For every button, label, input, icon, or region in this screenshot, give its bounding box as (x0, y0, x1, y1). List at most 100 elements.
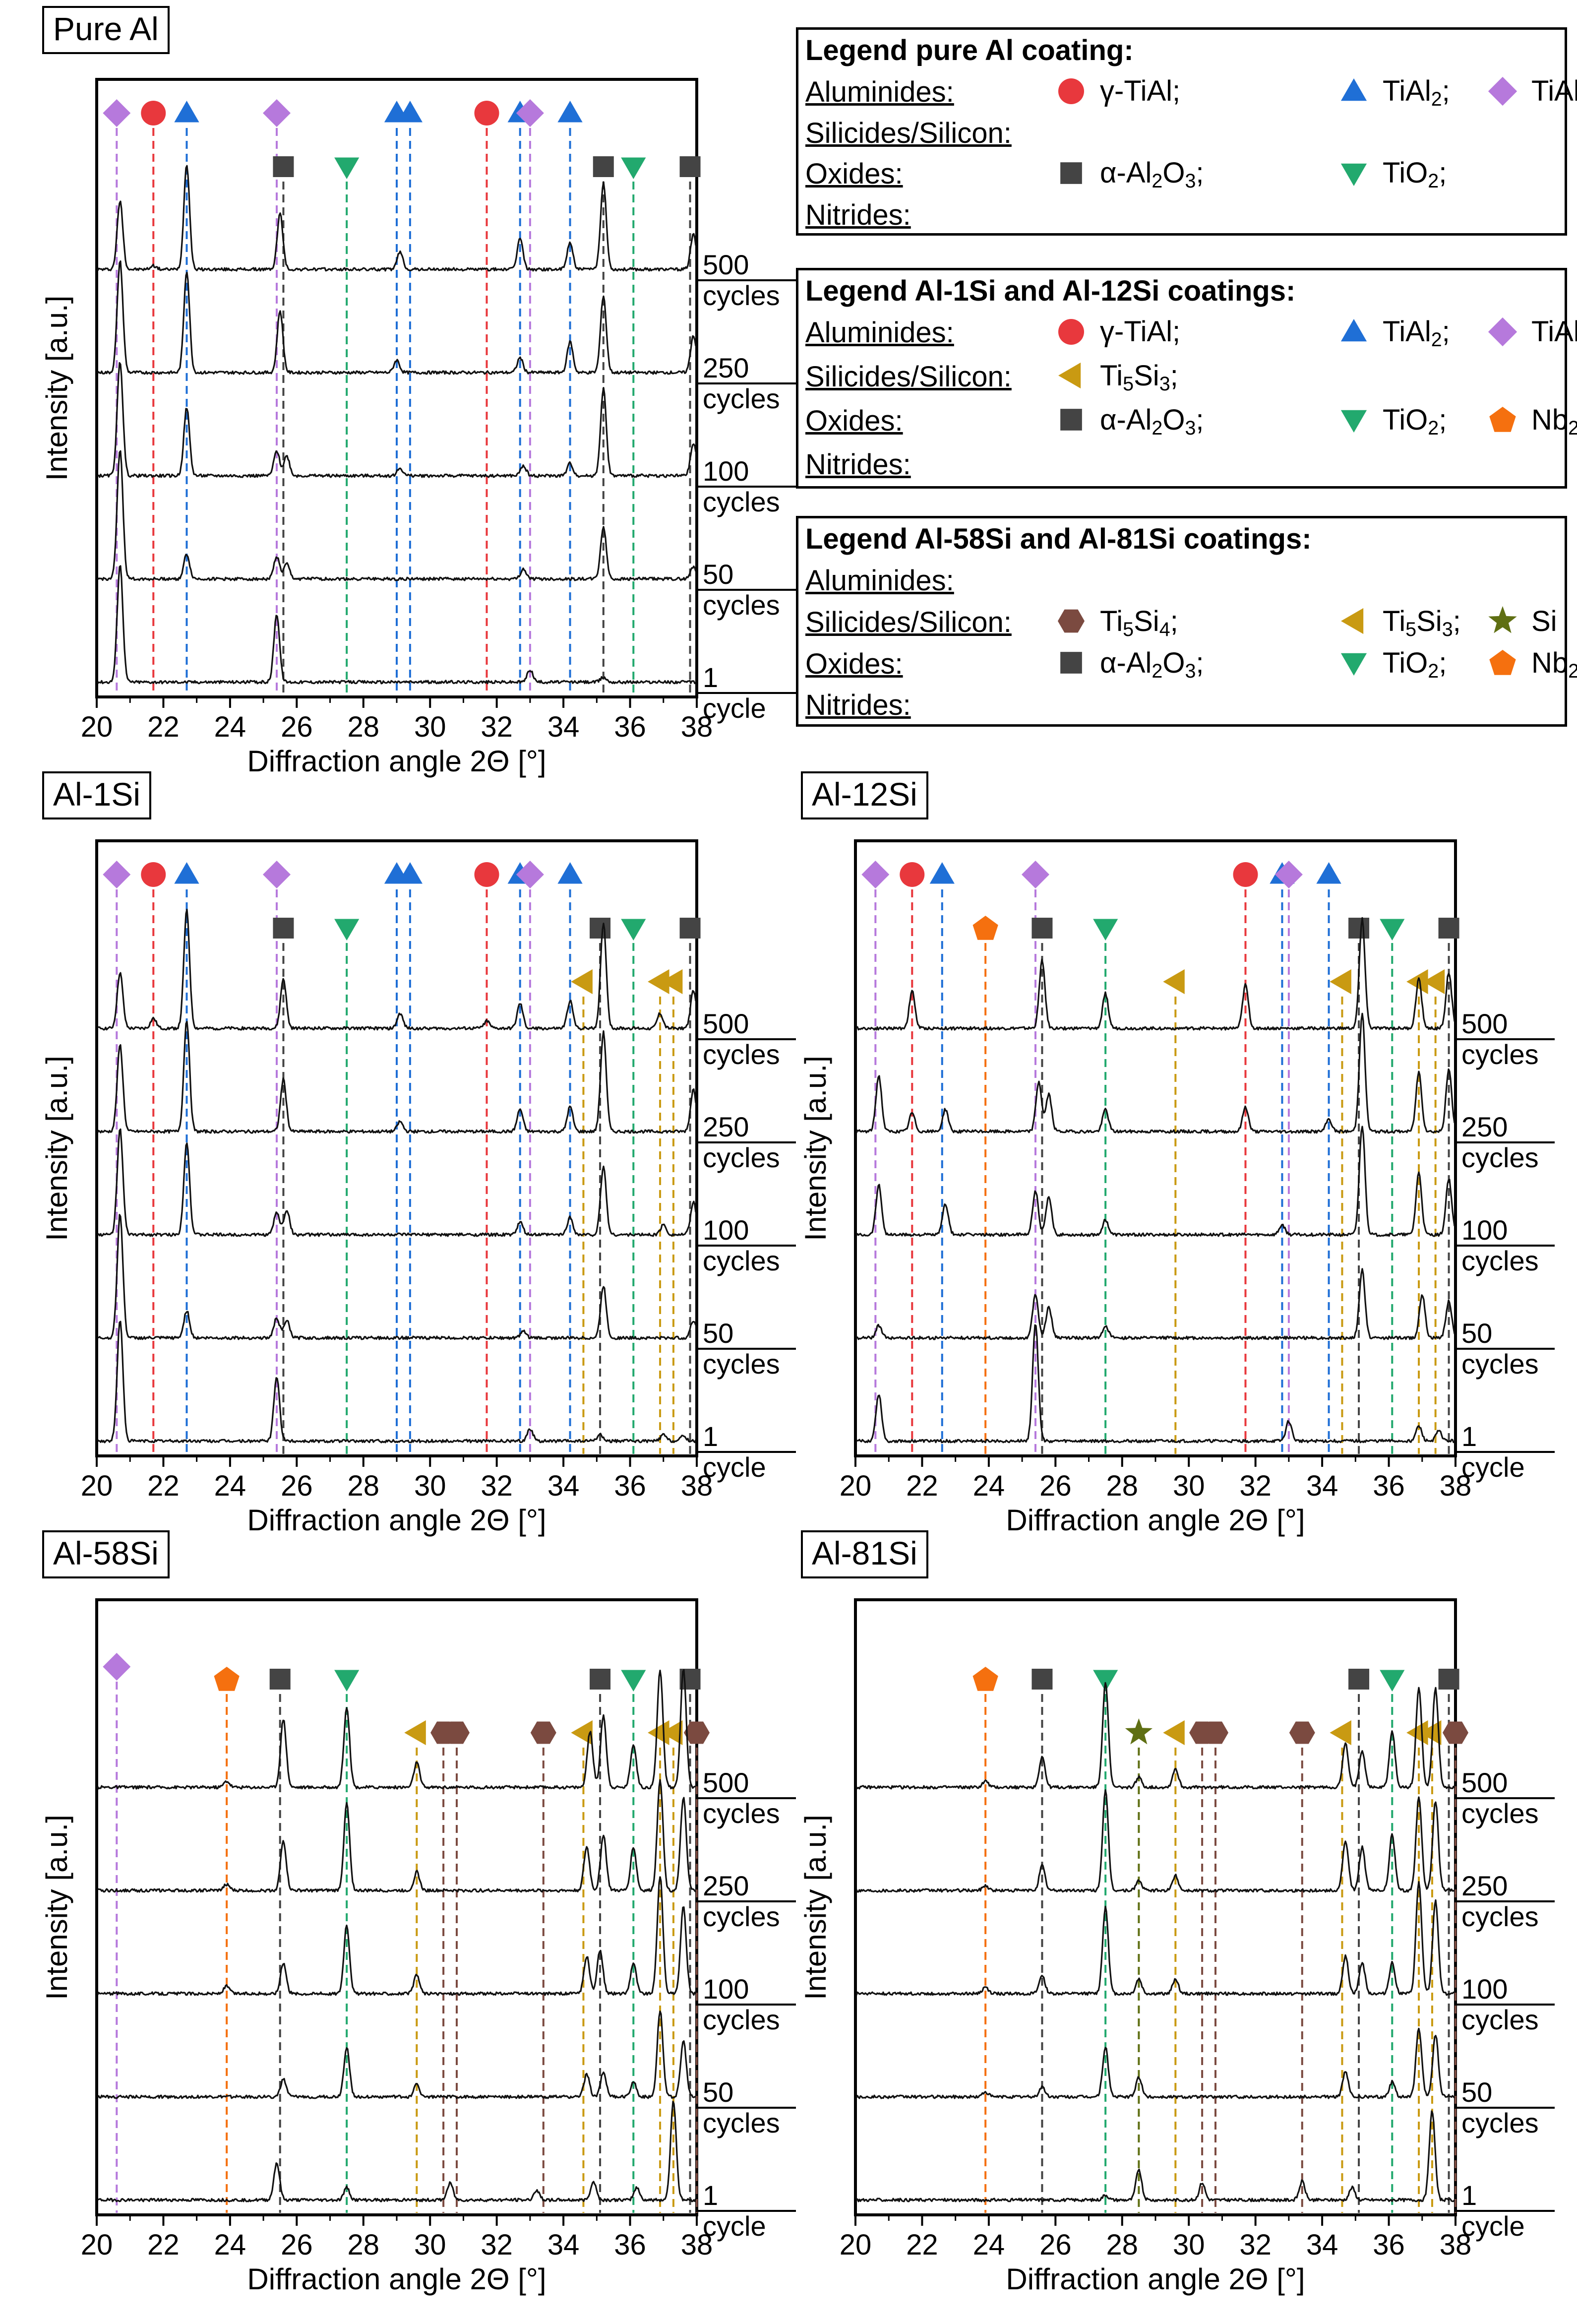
legend-item-ti5si3: Ti5Si3; (1339, 605, 1461, 639)
phase-marker-ti5si3-icon (648, 969, 669, 995)
phase-marker-tio2-icon (1093, 919, 1118, 941)
legend-ti5si4-icon (1058, 609, 1085, 633)
phase-marker-tial2-icon (557, 101, 583, 123)
xrd-series-250-cycles (97, 1779, 697, 1893)
series-label-unit: cycles (703, 1348, 780, 1380)
legend-item-label: Si (1531, 605, 1557, 637)
legend-item-label: Ti5Si3; (1100, 359, 1178, 395)
legend-tio2-icon (1340, 410, 1367, 433)
series-label-unit: cycles (703, 589, 780, 621)
legend-box-1: Legend Al-1Si and Al-12Si coatings: Alumi… (796, 268, 1577, 489)
series-label-number: 500 (703, 1767, 749, 1798)
phase-marker-tial-icon (474, 862, 499, 887)
x-axis-label: Diffraction angle 2Θ [°] (247, 745, 546, 778)
phase-marker-tial3-icon (516, 861, 544, 888)
x-tick-label: 30 (414, 2229, 446, 2261)
series-label-number: 500 (703, 1008, 749, 1039)
legend-category: Oxides: (805, 404, 903, 437)
series-label-unit: cycles (1461, 1348, 1539, 1380)
legend-item-label: TiO2; (1383, 403, 1447, 439)
phase-marker-al2o3-icon (593, 156, 614, 177)
legend-item-tio2: TiO2; (1339, 403, 1447, 439)
series-label-number: 100 (703, 455, 749, 487)
x-tick-label: 26 (281, 711, 313, 743)
phase-marker-tial3-icon (263, 99, 291, 127)
legend-item-label: TiAl3 (1531, 75, 1577, 107)
xrd-panel-1: 500cycles250cycles100cycles50cycles1cycl… (40, 839, 796, 1537)
phase-marker-tial3-icon (1274, 861, 1303, 888)
series-label-unit: cycle (703, 1451, 766, 1483)
x-tick-label: 26 (281, 2229, 313, 2261)
series-label-number: 1 (703, 662, 718, 693)
legend-category: Oxides: (805, 158, 903, 190)
legend-category: Nitrides: (805, 198, 911, 231)
phase-marker-tio2-icon (621, 919, 646, 941)
series-label-unit: cycles (1461, 1142, 1539, 1173)
y-axis-label: Intensity [a.u.] (40, 296, 73, 481)
phase-marker-nb2o5-icon (972, 916, 998, 940)
series-label-number: 250 (1461, 1870, 1508, 1901)
legend-item-label: γ-TiAl; (1100, 75, 1181, 107)
phase-marker-ti5si3-icon (1330, 1720, 1351, 1746)
legend-al2o3-icon (1060, 652, 1082, 674)
legend-tial2-icon (1340, 318, 1367, 341)
plot-frame (95, 1598, 698, 2216)
legend-item-tio2: TiO2; (1339, 646, 1447, 682)
xrd-series-250-cycles (97, 260, 697, 375)
x-tick-label: 34 (1306, 1470, 1338, 1502)
x-tick-label: 26 (281, 1470, 313, 1502)
phase-marker-al2o3-icon (590, 1669, 611, 1690)
legend-item-label: TiO2; (1383, 646, 1447, 682)
x-tick-label: 34 (547, 1470, 580, 1502)
xrd-series-500-cycles (97, 908, 697, 1031)
legend-al2o3-icon (1060, 409, 1082, 431)
legend-tial3-icon (1488, 317, 1517, 346)
series-label-number: 250 (703, 1111, 749, 1142)
series-label-number: 100 (1461, 1973, 1508, 2005)
legend-title: Legend pure Al coating: (805, 34, 1134, 66)
panel-title-al-81si: Al-81Si (801, 1530, 928, 1578)
legend-category: Aluminides: (805, 316, 954, 349)
legend-tial-icon (1058, 318, 1084, 345)
series-label-unit: cycles (1461, 1245, 1539, 1276)
legend-item-tial3: TiAl3 (1488, 74, 1577, 108)
series-label-unit: cycles (703, 1245, 780, 1276)
x-tick-label: 24 (214, 2229, 246, 2261)
phase-marker-ti5si4-icon (1289, 1721, 1315, 1744)
legend-item-label: α-Al2O3; (1100, 157, 1204, 192)
series-label-unit: cycle (703, 692, 766, 724)
legend-box-0: Legend pure Al coating: Aluminides: γ-TiAl… (796, 27, 1577, 236)
x-tick-label: 32 (1239, 1470, 1272, 1502)
legend-item-al2o3: α-Al2O3; (1056, 646, 1204, 681)
legend-item-tial2: TiAl2; (1339, 315, 1450, 350)
phase-marker-tial2-icon (1316, 862, 1341, 884)
series-label-number: 50 (703, 1318, 733, 1349)
phase-marker-al2o3-icon (679, 156, 701, 177)
series-label-number: 50 (1461, 1318, 1492, 1349)
phase-marker-tio2-icon (1380, 919, 1405, 941)
x-tick-label: 32 (481, 711, 513, 743)
legend-title: Legend Al-1Si and Al-12Si coatings: (805, 275, 1296, 307)
legend-nb2o5-icon (1489, 407, 1516, 432)
series-label-number: 50 (1461, 2076, 1492, 2108)
phase-marker-tial3-icon (516, 99, 544, 127)
legend-category: Silicides/Silicon: (805, 360, 1012, 393)
xrd-series-100-cycles (97, 1128, 697, 1237)
x-tick-label: 36 (614, 711, 646, 743)
phase-marker-tial2-icon (397, 862, 423, 884)
x-tick-label: 28 (348, 1470, 380, 1502)
phase-marker-ti5si4-icon (444, 1721, 470, 1744)
legend-item-label: Nb2O5 (1531, 403, 1577, 439)
phase-marker-si-icon (1125, 1718, 1152, 1745)
series-label-number: 50 (703, 2076, 733, 2108)
series-label-number: 1 (1461, 1421, 1477, 1452)
xrd-series-100-cycles (97, 1876, 697, 1996)
x-tick-label: 20 (81, 2229, 113, 2261)
x-tick-label: 20 (81, 711, 113, 743)
phase-marker-nb2o5-icon (214, 1667, 240, 1691)
series-label-unit: cycle (1461, 2210, 1525, 2242)
legend-item-tial2: TiAl2; (1339, 74, 1450, 109)
series-label-unit: cycles (1461, 1039, 1539, 1070)
panel-title-al-58si: Al-58Si (42, 1530, 170, 1578)
x-tick-label: 38 (1440, 1470, 1472, 1502)
